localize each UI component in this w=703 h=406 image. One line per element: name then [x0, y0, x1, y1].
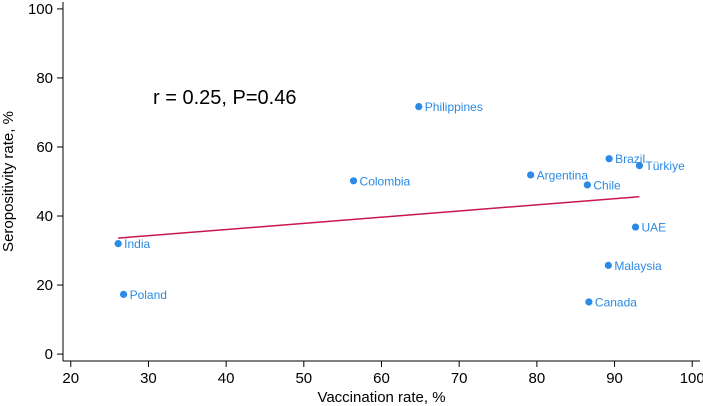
data-point-uae — [631, 223, 640, 231]
data-label-canada: Canada — [595, 295, 637, 309]
y-axis-title: Seropositivity rate, % — [0, 111, 17, 252]
data-point-india — [114, 240, 122, 248]
data-label-malaysia: Malaysia — [614, 259, 662, 273]
data-point-argentina — [527, 171, 535, 179]
data-point-malaysia — [604, 261, 612, 269]
data-label-poland: Poland — [130, 288, 167, 302]
data-label-chile: Chile — [593, 178, 621, 192]
x-tick-label: 90 — [606, 370, 623, 387]
data-label-philippines: Philippines — [425, 100, 483, 114]
data-label-india: India — [124, 237, 150, 251]
data-point-colombia — [349, 177, 358, 185]
data-point-canada — [585, 298, 593, 306]
x-tick-label: 70 — [451, 370, 468, 387]
x-tick-label: 100 — [680, 370, 703, 387]
data-point-poland — [119, 290, 128, 298]
data-label-colombia: Colombia — [360, 174, 411, 188]
y-tick-label: 40 — [36, 208, 53, 225]
x-tick-label: 30 — [140, 370, 157, 387]
x-tick-label: 60 — [373, 370, 390, 387]
data-point-philippines — [415, 102, 423, 111]
data-label-t-rkiye: Türkiye — [645, 159, 685, 173]
x-axis-title: Vaccination rate, % — [317, 389, 445, 406]
y-tick-label: 0 — [45, 346, 53, 363]
correlation-annotation: r = 0.25, P=0.46 — [153, 87, 296, 109]
x-ticks: 20 30 40 50 60 70 80 90 100 — [62, 361, 703, 387]
x-tick-label: 80 — [529, 370, 546, 387]
data-point-chile — [583, 181, 591, 189]
y-ticks: 0 20 40 60 80 100 — [28, 1, 63, 363]
data-label-argentina: Argentina — [537, 168, 589, 182]
data-point-t-rkiye — [635, 162, 644, 170]
x-tick-label: 40 — [218, 370, 235, 387]
y-tick-label: 20 — [36, 277, 53, 294]
data-label-uae: UAE — [642, 221, 667, 235]
x-tick-label: 50 — [295, 370, 312, 387]
data-points: India Poland Colombia Philippines Argentina C… — [114, 100, 685, 309]
x-tick-label: 20 — [62, 370, 79, 387]
y-tick-label: 80 — [36, 70, 53, 87]
data-point-brazil — [605, 155, 613, 163]
y-tick-label: 100 — [28, 1, 53, 18]
y-tick-label: 60 — [36, 139, 53, 156]
fit-line — [118, 195, 640, 239]
